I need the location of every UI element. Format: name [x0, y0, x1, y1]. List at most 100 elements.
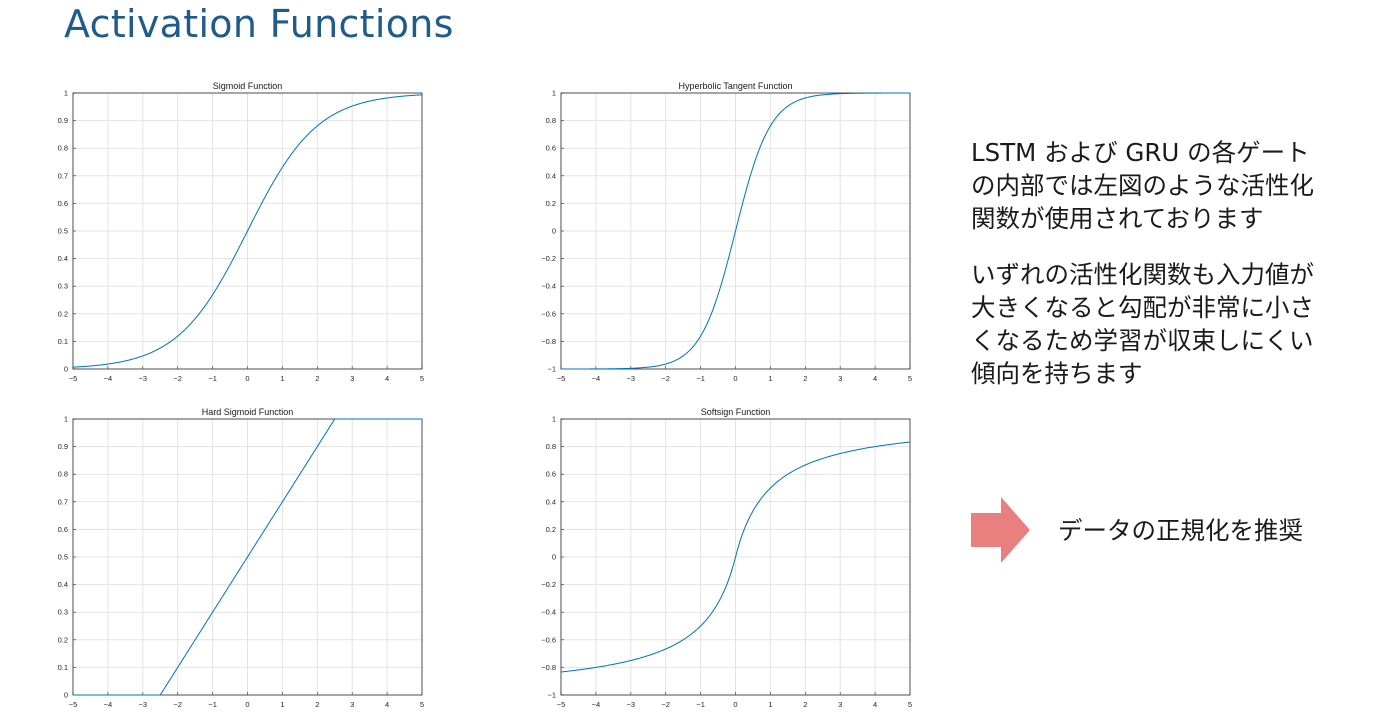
x-tick-label: −4	[592, 374, 601, 383]
series-line	[561, 92, 910, 370]
y-tick-label: 0.2	[546, 525, 556, 534]
x-tick-label: −2	[173, 700, 182, 709]
y-tick-label: 0.6	[546, 470, 556, 479]
y-tick-label: 0.9	[58, 116, 68, 125]
x-tick-label: −4	[104, 700, 113, 709]
y-tick-label: 0.6	[546, 144, 556, 153]
x-tick-label: −2	[661, 374, 670, 383]
description-paragraph-1: LSTM および GRU の各ゲート の内部では左図のような活性化 関数が使用さ…	[971, 138, 1314, 233]
y-tick-label: 0.2	[58, 635, 68, 644]
x-tick-label: −3	[627, 374, 636, 383]
y-tick-label: 0.8	[546, 442, 556, 451]
y-tick-label: −0.4	[541, 282, 556, 291]
y-tick-label: 0.4	[546, 171, 556, 180]
y-tick-label: 0.7	[58, 171, 68, 180]
y-tick-label: 0.3	[58, 608, 68, 617]
right-arrow-icon	[971, 497, 1030, 563]
description-paragraph-2: いずれの活性化関数も入力値が 大きくなると勾配が非常に小さ くなるため学習が収束…	[971, 260, 1314, 388]
y-tick-label: −0.6	[541, 309, 556, 318]
tanh-chart: −5 −4 −3 −2 −1 0 1 2 3 4 5 −1 −0.8 −0.6 −0.4 −0.2 0 0.2 0.…	[541, 81, 912, 383]
x-tick-label: 5	[908, 374, 912, 383]
x-tick-label: 1	[768, 374, 772, 383]
x-tick-label: 0	[733, 700, 737, 709]
y-tick-label: 0.2	[58, 309, 68, 318]
y-tick-label: 0.7	[58, 497, 68, 506]
x-tick-label: 3	[838, 700, 842, 709]
x-tick-label: 1	[280, 374, 284, 383]
y-tick-label: 0.1	[58, 663, 68, 672]
y-tick-label: 0.4	[546, 497, 556, 506]
y-tick-label: 0.3	[58, 282, 68, 291]
y-tick-label: −0.2	[541, 254, 556, 263]
plot-frame	[72, 92, 423, 370]
sigmoid-plot: −5 −4 −3 −2 −1 0 1 2 3 4 5 0 0.1 0.2 0.3 0.4 0.5 0.6 0.7 0.…	[55, 78, 435, 384]
series-line	[73, 418, 422, 696]
x-tick-label: −1	[696, 374, 705, 383]
y-tick-label: 1	[64, 89, 68, 98]
chart-title: Hyperbolic Tangent Function	[679, 81, 793, 91]
y-tick-label: 0	[64, 691, 68, 700]
x-tick-label: 5	[908, 700, 912, 709]
arrow-shape	[971, 497, 1030, 563]
y-tick-label: 1	[552, 89, 556, 98]
x-tick-label: 3	[838, 374, 842, 383]
x-tick-label: 2	[315, 374, 319, 383]
y-tick-label: 0.4	[58, 580, 68, 589]
x-tick-label: −3	[627, 700, 636, 709]
x-tick-label: 3	[350, 700, 354, 709]
y-tick-label: 0	[64, 365, 68, 374]
x-tick-label: 2	[315, 700, 319, 709]
x-tick-label: 1	[768, 700, 772, 709]
x-tick-label: 0	[245, 700, 249, 709]
y-tick-label: 0.4	[58, 254, 68, 263]
hard-sigmoid-chart: −5 −4 −3 −2 −1 0 1 2 3 4 5 0 0.1 0.2 0.3 0.4 0.5 0.6 0.7 0.…	[58, 407, 425, 709]
x-tick-label: −5	[69, 374, 78, 383]
recommendation-text: データの正規化を推奨	[1058, 516, 1303, 545]
y-tick-label: −1	[547, 365, 556, 374]
series-line	[72, 94, 423, 368]
x-tick-label: −2	[661, 700, 670, 709]
plot-frame	[72, 418, 423, 696]
x-tick-label: 4	[385, 700, 389, 709]
x-tick-label: 4	[873, 700, 877, 709]
y-tick-label: −0.4	[541, 608, 556, 617]
y-tick-label: 1	[64, 415, 68, 424]
y-tick-label: 0	[552, 227, 556, 236]
y-tick-label: −0.8	[541, 337, 556, 346]
x-tick-label: −4	[592, 700, 601, 709]
x-tick-label: 4	[385, 374, 389, 383]
y-tick-label: 0.8	[546, 116, 556, 125]
plot-frame	[560, 92, 911, 370]
y-tick-label: 0	[552, 553, 556, 562]
x-tick-label: −4	[104, 374, 113, 383]
x-tick-label: −5	[557, 700, 566, 709]
y-tick-label: 0.5	[58, 553, 68, 562]
softsign-plot: −5 −4 −3 −2 −1 0 1 2 3 4 5 −1 −0.8 −0.6 −0.4 −0.2 0 0.2 0.…	[541, 404, 923, 710]
chart-title: Hard Sigmoid Function	[202, 407, 294, 417]
x-tick-label: −3	[139, 374, 148, 383]
y-tick-label: 0.8	[58, 470, 68, 479]
y-tick-label: 0.8	[58, 144, 68, 153]
sigmoid-chart: −5 −4 −3 −2 −1 0 1 2 3 4 5 0 0.1 0.2 0.3 0.4 0.5 0.6 0.7 0.…	[58, 81, 425, 383]
x-tick-label: 5	[420, 374, 424, 383]
tanh-plot: −5 −4 −3 −2 −1 0 1 2 3 4 5 −1 −0.8 −0.6 −0.4 −0.2 0 0.2 0.…	[541, 78, 923, 384]
y-tick-label: −1	[547, 691, 556, 700]
x-tick-label: −1	[696, 700, 705, 709]
x-tick-label: −3	[139, 700, 148, 709]
y-tick-label: −0.8	[541, 663, 556, 672]
x-tick-label: −1	[208, 700, 217, 709]
y-tick-label: 1	[552, 415, 556, 424]
y-tick-label: 0.6	[58, 199, 68, 208]
x-tick-label: 1	[280, 700, 284, 709]
x-tick-label: 2	[803, 700, 807, 709]
series-line	[560, 441, 911, 673]
slide-title: Activation Functions	[64, 2, 454, 46]
x-tick-label: 2	[803, 374, 807, 383]
y-tick-label: −0.2	[541, 580, 556, 589]
y-tick-label: 0.5	[58, 227, 68, 236]
x-tick-label: 3	[350, 374, 354, 383]
chart-title: Softsign Function	[701, 407, 771, 417]
chart-title: Sigmoid Function	[213, 81, 283, 91]
y-tick-label: −0.6	[541, 635, 556, 644]
x-tick-label: 0	[245, 374, 249, 383]
